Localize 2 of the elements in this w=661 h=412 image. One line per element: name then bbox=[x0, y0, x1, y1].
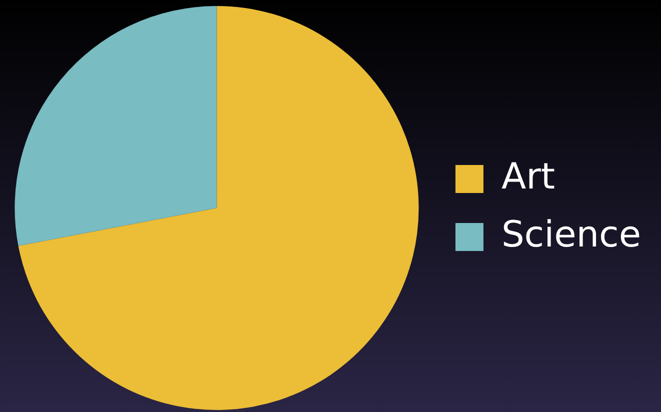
legend-label: Science bbox=[501, 214, 642, 256]
legend-label: Art bbox=[501, 156, 555, 198]
